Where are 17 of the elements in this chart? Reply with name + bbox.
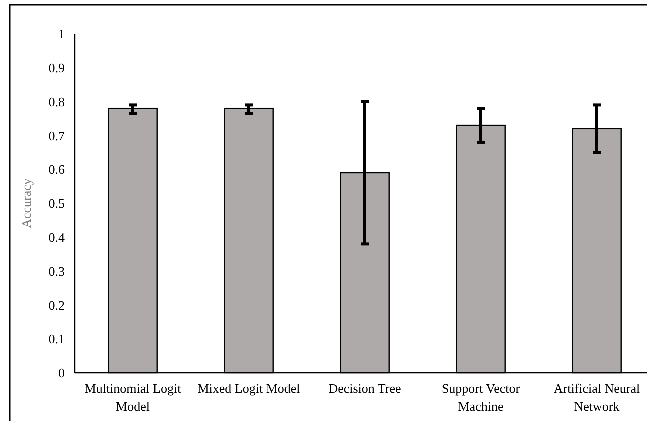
y-tick-label: 1 [58,26,65,42]
x-tick-label: Support Vector Machine [442,381,521,414]
y-tick-label: 0 [58,366,65,381]
y-tick-label: 0.8 [48,94,65,110]
y-tick-label: 0.7 [48,128,66,144]
y-tick-label: 0.4 [48,230,66,245]
x-tick-label: Multinomial Logit Model [84,381,182,414]
x-tick-label: Decision Tree [328,381,402,396]
y-tick-label: 0.3 [48,264,65,279]
y-tick-label: 0.9 [48,60,65,76]
x-tick-label: Mixed Logit Model [198,381,301,396]
y-tick-label: 0.1 [48,332,65,347]
y-tick-label: 0.5 [48,196,65,212]
y-tick-label: 0.2 [48,298,65,313]
y-tick-label: 0.6 [48,162,66,178]
y-axis-title: Accuracy [19,178,34,228]
x-tick-label: Artificial Neural Network [554,381,641,414]
